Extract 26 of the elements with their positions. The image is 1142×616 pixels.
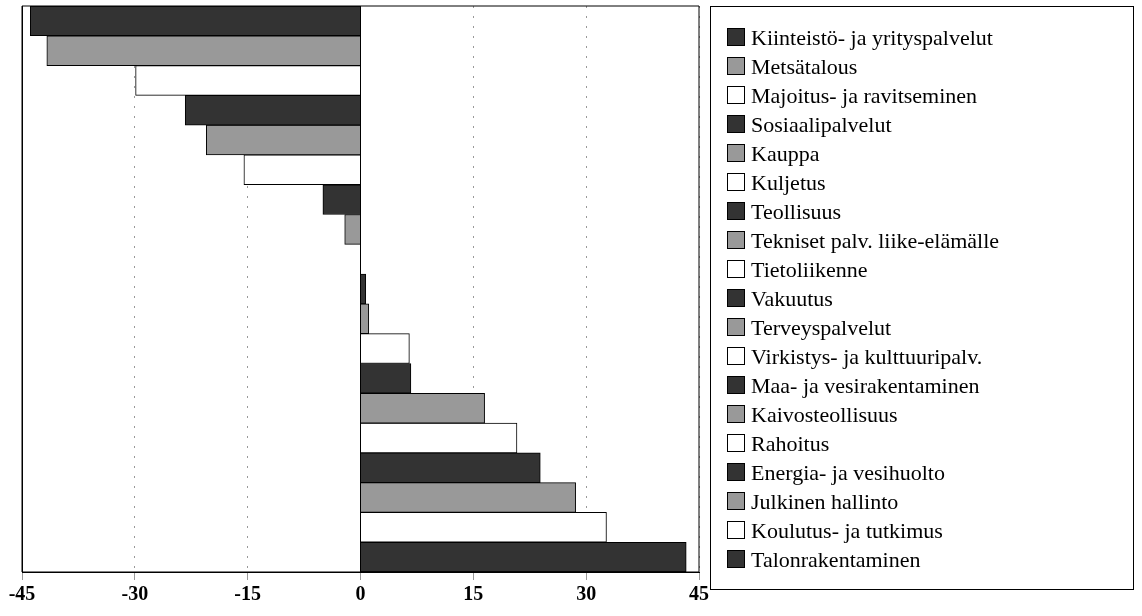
x-tick-label: -45: [8, 582, 36, 605]
legend-label: Vakuutus: [751, 284, 833, 313]
x-tick-label: 45: [689, 582, 709, 605]
legend-label: Kauppa: [751, 139, 820, 168]
legend-label: Tekniset palv. liike-elämälle: [751, 226, 1000, 255]
legend-label: Maa- ja vesirakentaminen: [751, 371, 980, 400]
legend-label: Teollisuus: [751, 197, 842, 226]
x-tick-label: -30: [121, 582, 149, 605]
x-tick-label: 0: [355, 582, 366, 605]
text: Tietoliikenne: [751, 255, 868, 284]
text: Rahoitus: [751, 429, 830, 458]
legend-label: Energia- ja vesihuolto: [751, 458, 945, 487]
legend-label: Sosiaalipalvelut: [751, 110, 892, 139]
legend-label: Kiinteistö- ja yrityspalvelut: [751, 23, 993, 52]
x-tick-label: 15: [463, 582, 484, 605]
text: Koulutus- ja tutkimus: [751, 516, 943, 545]
legend-label: Metsätalous: [751, 52, 858, 81]
x-tick-label: 30: [576, 582, 597, 605]
legend-label: Kaivosteollisuus: [751, 400, 898, 429]
text: Virkistys- ja kulttuuripalv.: [751, 342, 983, 371]
legend-label: Julkinen hallinto: [751, 487, 899, 516]
text: Kuljetus: [751, 168, 826, 197]
legend-label: Talonrakentaminen: [751, 545, 921, 574]
legend-label: Terveyspalvelut: [751, 313, 892, 342]
text: Majoitus- ja ravitseminen: [751, 81, 978, 110]
x-tick-label: -15: [234, 582, 261, 605]
